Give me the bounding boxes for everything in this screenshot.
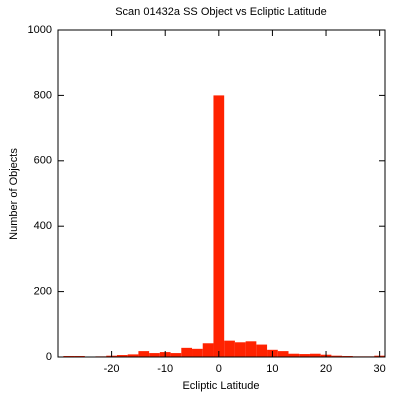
y-tick-label: 0 [46, 351, 52, 363]
bar [138, 351, 150, 357]
y-tick-label: 200 [34, 286, 52, 298]
bar [116, 355, 128, 357]
bar [170, 353, 182, 357]
x-axis-label: Ecliptic Latitude [182, 380, 259, 392]
x-tick-label: 30 [374, 363, 386, 375]
bar [224, 340, 235, 357]
bar [234, 342, 246, 357]
y-tick-label: 600 [34, 155, 52, 167]
bar [213, 95, 225, 358]
y-axis-label: Number of Objects [8, 148, 20, 240]
bar [288, 353, 300, 357]
plot-frame [57, 29, 386, 358]
x-tick-label: -20 [104, 363, 120, 375]
chart-title: Scan 01432a SS Object vs Ecliptic Latitu… [115, 6, 327, 18]
y-tick-label: 1000 [28, 24, 52, 36]
y-tick-label: 400 [34, 220, 52, 232]
x-tick-label: 10 [266, 363, 278, 375]
y-tick-label: 800 [34, 89, 52, 101]
bar [192, 348, 203, 357]
bar [277, 351, 289, 357]
bar [256, 344, 268, 357]
x-tick-label: 20 [320, 363, 332, 375]
bar [149, 353, 160, 357]
bar [331, 355, 343, 357]
bar [127, 354, 139, 357]
bar [299, 354, 310, 357]
bar [202, 343, 214, 357]
x-tick-label: 0 [216, 363, 222, 375]
bar [245, 341, 257, 357]
x-tick-label: -10 [157, 363, 173, 375]
bar [181, 347, 193, 357]
bar [309, 353, 321, 357]
